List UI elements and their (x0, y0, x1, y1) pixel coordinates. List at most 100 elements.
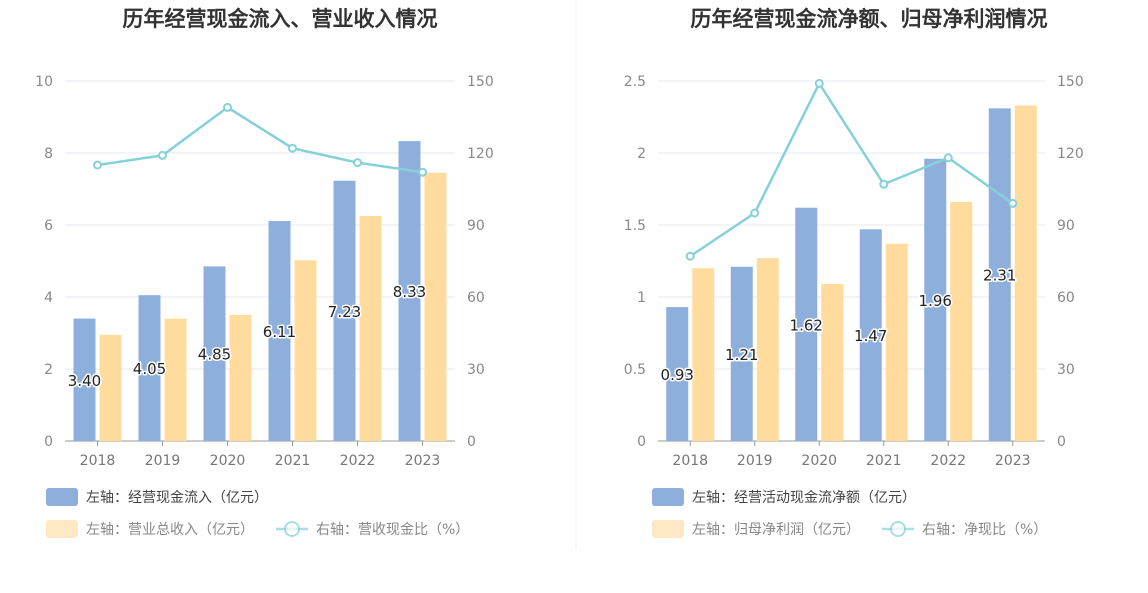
bar-cash-inflow (398, 141, 421, 441)
right-axis-tick: 120 (1057, 146, 1084, 162)
left-axis-tick: 6 (44, 218, 53, 234)
right-axis-tick: 0 (467, 434, 476, 450)
bar-total-revenue (99, 334, 122, 441)
legend-swatch-bar-orange (46, 520, 78, 538)
bar-net-profit (1014, 105, 1037, 441)
bar-net-profit (692, 268, 715, 441)
bar-total-revenue (359, 216, 382, 441)
line-point (418, 167, 427, 177)
left-axis-tick: 2 (637, 146, 646, 162)
legend-swatch-line-marker (890, 521, 906, 537)
bar-net-profit (885, 243, 908, 441)
bar-value-label: 1.62 (790, 316, 823, 334)
legend-label: 左轴：归母净利润（亿元） (692, 521, 860, 538)
left-axis-tick: 10 (35, 74, 53, 90)
bar-value-label: 2.31 (983, 267, 1016, 285)
chart-panel-1: 历年经营现金流入、营业收入情况 0 2 4 6 8 10 0 30 60 90 120 150 2018 2… (35, 7, 494, 538)
left-axis-tick: 4 (44, 290, 53, 306)
bar-total-revenue (164, 318, 187, 441)
left-axis-tick: 2.5 (624, 74, 646, 90)
bar-value-label: 4.85 (198, 346, 231, 364)
legend-swatch-bar-orange (652, 520, 684, 538)
legend-swatch-line-marker (284, 521, 300, 537)
bar-value-label: 0.93 (661, 366, 694, 384)
x-axis-tick: 2022 (340, 453, 376, 469)
bar-net-profit (756, 258, 779, 441)
line-point (158, 150, 167, 160)
x-axis-tick: 2019 (737, 453, 773, 469)
line-point (943, 153, 953, 163)
bar-value-label: 3.40 (68, 372, 101, 390)
left-axis-tick: 1 (637, 290, 646, 306)
line-point (223, 102, 232, 112)
left-axis-tick: 2 (44, 362, 53, 378)
bar-value-label: 7.23 (328, 303, 361, 321)
x-axis-tick: 2022 (930, 453, 966, 469)
legend-label: 左轴：经营现金流入（亿元） (86, 490, 268, 506)
legend-label: 右轴：净现比（%） (922, 522, 1047, 538)
chart-title: 历年经营现金流净额、归母净利润情况 (691, 7, 1048, 31)
line-point (1008, 198, 1018, 208)
bar-net-profit (821, 284, 844, 441)
bar-cash-inflow (138, 295, 161, 441)
bar-value-label: 1.47 (854, 327, 887, 345)
bar-net-cash-flow (795, 207, 818, 441)
bar-net-cash-flow (666, 307, 689, 441)
bar-cash-inflow (203, 266, 226, 441)
bar-value-label: 1.21 (725, 346, 758, 364)
chart-panel-2: 历年经营现金流净额、归母净利润情况 0 0.5 1 1.5 2 2.5 0 30 60 90 120 1… (624, 7, 1084, 538)
right-axis-tick: 30 (1057, 362, 1075, 378)
line-point (879, 179, 889, 189)
left-axis-tick: 8 (44, 146, 53, 162)
bar-cash-inflow (333, 180, 356, 441)
legend-swatch-bar-blue (46, 488, 78, 506)
right-axis-tick: 150 (1057, 74, 1084, 90)
x-axis-tick: 2020 (801, 453, 837, 469)
right-axis-tick: 150 (467, 74, 494, 90)
x-axis-tick: 2018 (672, 453, 708, 469)
bar-total-revenue (424, 172, 447, 442)
right-axis-tick: 90 (1057, 218, 1075, 234)
x-axis-tick: 2019 (145, 453, 181, 469)
line-point (93, 160, 102, 170)
bar-value-label: 4.05 (133, 360, 166, 378)
legend-label: 右轴：营收现金比（%） (316, 522, 469, 538)
right-axis-tick: 30 (467, 362, 485, 378)
right-axis-tick: 60 (467, 290, 485, 306)
right-axis-tick: 120 (467, 146, 494, 162)
x-axis-tick: 2018 (80, 453, 116, 469)
bar-cash-inflow (73, 318, 96, 441)
right-axis-tick: 60 (1057, 290, 1075, 306)
line-point (685, 251, 695, 261)
bar-net-profit (950, 201, 973, 441)
bar-total-revenue (294, 260, 317, 441)
left-axis-tick: 1.5 (624, 218, 646, 234)
x-axis-tick: 2023 (405, 453, 441, 469)
legend-swatch-bar-blue (652, 488, 684, 506)
line-series-ratio (689, 80, 1014, 258)
bar-net-cash-flow (730, 266, 753, 441)
line-point (353, 158, 362, 168)
line-point (814, 78, 824, 88)
line-point (288, 143, 297, 153)
legend-label: 左轴：营业总收入（亿元） (86, 522, 254, 538)
x-axis-tick: 2021 (866, 453, 902, 469)
bar-total-revenue (229, 315, 252, 441)
bar-cash-inflow (268, 221, 291, 441)
x-axis-tick: 2020 (210, 453, 246, 469)
bar-net-cash-flow (859, 229, 882, 441)
right-axis-tick: 0 (1057, 434, 1066, 450)
left-axis-tick: 0 (637, 434, 646, 450)
legend-label: 左轴：经营活动现金流净额（亿元） (692, 490, 916, 506)
bar-net-cash-flow (924, 158, 947, 441)
bar-value-label: 1.96 (919, 292, 952, 310)
bar-value-label: 8.33 (393, 283, 426, 301)
right-axis-tick: 90 (467, 218, 485, 234)
chart-title: 历年经营现金流入、营业收入情况 (123, 7, 438, 31)
bar-value-label: 6.11 (263, 323, 296, 341)
left-axis-tick: 0 (44, 434, 53, 450)
line-point (750, 208, 760, 218)
left-axis-tick: 0.5 (624, 362, 646, 378)
